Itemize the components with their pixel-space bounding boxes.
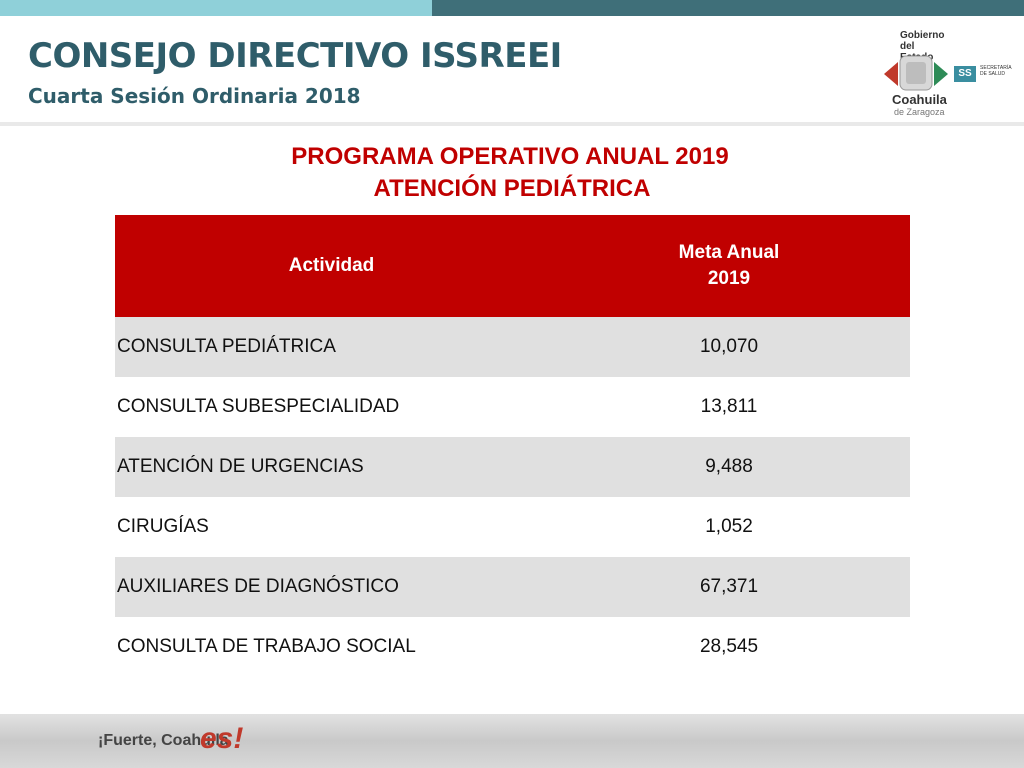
activity-cell: CONSULTA DE TRABAJO SOCIAL (115, 617, 548, 677)
header-band (0, 16, 1024, 124)
header-meta-anual: Meta Anual 2019 (548, 215, 910, 317)
activity-cell: CONSULTA SUBESPECIALIDAD (115, 377, 548, 437)
meta-cell: 10,070 (548, 317, 910, 377)
meta-cell: 67,371 (548, 557, 910, 617)
header-actividad: Actividad (115, 215, 548, 317)
table-header-row: Actividad Meta Anual 2019 (115, 215, 910, 317)
coahuila-logo: Gobierno del Estado SS SECRETARÍA DE SAL… (884, 28, 1014, 118)
footer-slogan: ¡Fuerte, Coahuila (98, 732, 229, 749)
deck-subtitle: Cuarta Sesión Ordinaria 2018 (28, 84, 361, 108)
header-meta-anual-text: Meta Anual 2019 (678, 242, 780, 289)
activity-cell: CIRUGÍAS (115, 497, 548, 557)
header-divider (0, 122, 1024, 126)
coat-of-arms-icon (884, 55, 948, 91)
footer-band (0, 714, 1024, 768)
table-row: AUXILIARES DE DIAGNÓSTICO 67,371 (115, 557, 910, 617)
table-row: CONSULTA PEDIÁTRICA 10,070 (115, 317, 910, 377)
table-row: CONSULTA SUBESPECIALIDAD 13,811 (115, 377, 910, 437)
activity-cell: AUXILIARES DE DIAGNÓSTICO (115, 557, 548, 617)
meta-cell: 9,488 (548, 437, 910, 497)
top-bar-dark (432, 0, 1024, 16)
ss-badge: SS (954, 66, 976, 82)
meta-cell: 13,811 (548, 377, 910, 437)
activity-cell: ATENCIÓN DE URGENCIAS (115, 437, 548, 497)
document-subtitle: ATENCIÓN PEDIÁTRICA (373, 175, 651, 202)
document-title: PROGRAMA OPERATIVO ANUAL 2019 (291, 143, 729, 170)
meta-cell: 1,052 (548, 497, 910, 557)
activity-table: Actividad Meta Anual 2019 CONSULTA PEDIÁ… (115, 215, 910, 677)
top-bar-light (0, 0, 432, 16)
table-row: CONSULTA DE TRABAJO SOCIAL 28,545 (115, 617, 910, 677)
activity-cell: CONSULTA PEDIÁTRICA (115, 317, 548, 377)
table-row: CIRUGÍAS 1,052 (115, 497, 910, 557)
footer-slogan-es: es! (200, 722, 244, 755)
deck-title: CONSEJO DIRECTIVO ISSREEI (28, 36, 562, 76)
table-row: ATENCIÓN DE URGENCIAS 9,488 (115, 437, 910, 497)
logo-state-subname: de Zaragoza (894, 107, 945, 117)
logo-state-name: Coahuila (892, 92, 947, 107)
meta-cell: 28,545 (548, 617, 910, 677)
secretaria-text: SECRETARÍA DE SALUD (980, 65, 1012, 77)
